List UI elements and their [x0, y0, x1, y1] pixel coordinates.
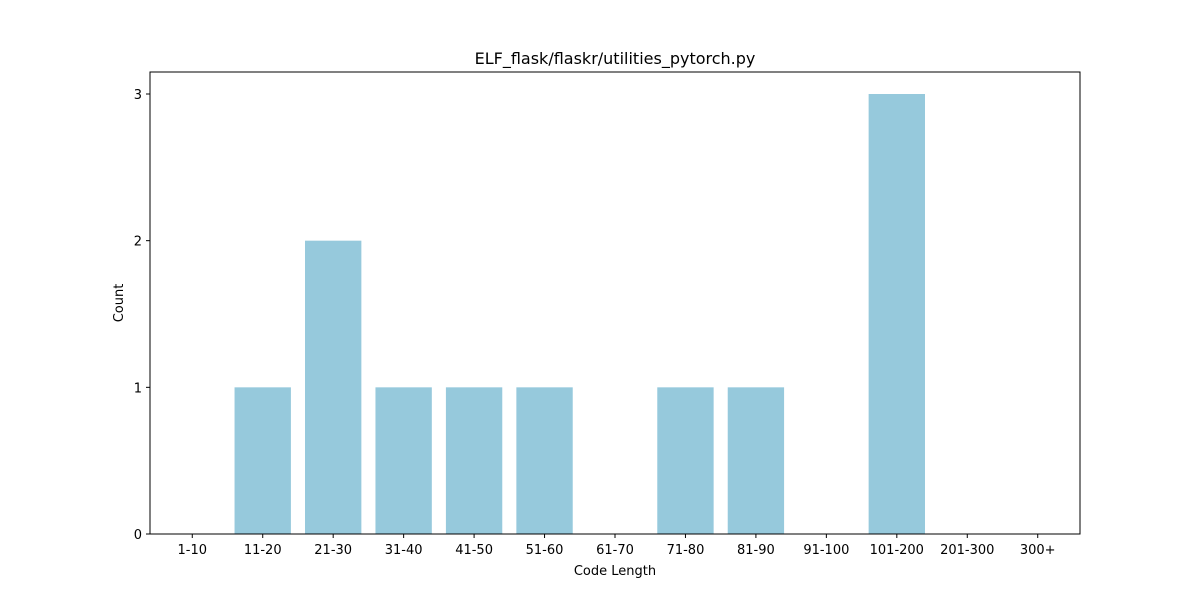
x-axis-label: Code Length — [574, 564, 656, 579]
bar-21-30 — [305, 240, 362, 534]
y-tick-label: 2 — [134, 235, 142, 250]
bar-11-20 — [234, 387, 291, 534]
x-tick-label: 41-50 — [455, 543, 493, 558]
chart-title: ELF_flask/flaskr/utilities_pytorch.py — [475, 49, 756, 69]
x-tick-label: 101-200 — [870, 543, 924, 558]
y-axis: 0 1 2 3 — [134, 88, 150, 543]
y-tick-label: 0 — [134, 528, 142, 543]
x-tick-label: 300+ — [1020, 543, 1056, 558]
x-tick-label: 201-300 — [940, 543, 994, 558]
y-tick-label: 1 — [134, 381, 142, 396]
bars-group — [234, 94, 925, 534]
bar-71-80 — [657, 387, 714, 534]
bar-51-60 — [516, 387, 573, 534]
x-tick-label: 21-30 — [314, 543, 352, 558]
x-tick-label: 81-90 — [737, 543, 775, 558]
x-tick-label: 61-70 — [596, 543, 634, 558]
bar-81-90 — [727, 387, 785, 534]
bar-41-50 — [445, 387, 503, 534]
x-tick-label: 31-40 — [385, 543, 423, 558]
bar-101-200 — [868, 94, 925, 534]
x-tick-label: 91-100 — [803, 543, 849, 558]
y-axis-label: Count — [112, 284, 127, 323]
x-tick-label: 71-80 — [667, 543, 705, 558]
x-tick-label: 1-10 — [178, 543, 208, 558]
x-tick-label: 51-60 — [526, 543, 564, 558]
x-axis: 1-10 11-20 21-30 31-40 41-50 51-60 61-70 71-80 8… — [178, 534, 1056, 558]
bar-31-40 — [375, 387, 432, 534]
y-tick-label: 3 — [134, 88, 142, 103]
x-tick-label: 11-20 — [244, 543, 282, 558]
